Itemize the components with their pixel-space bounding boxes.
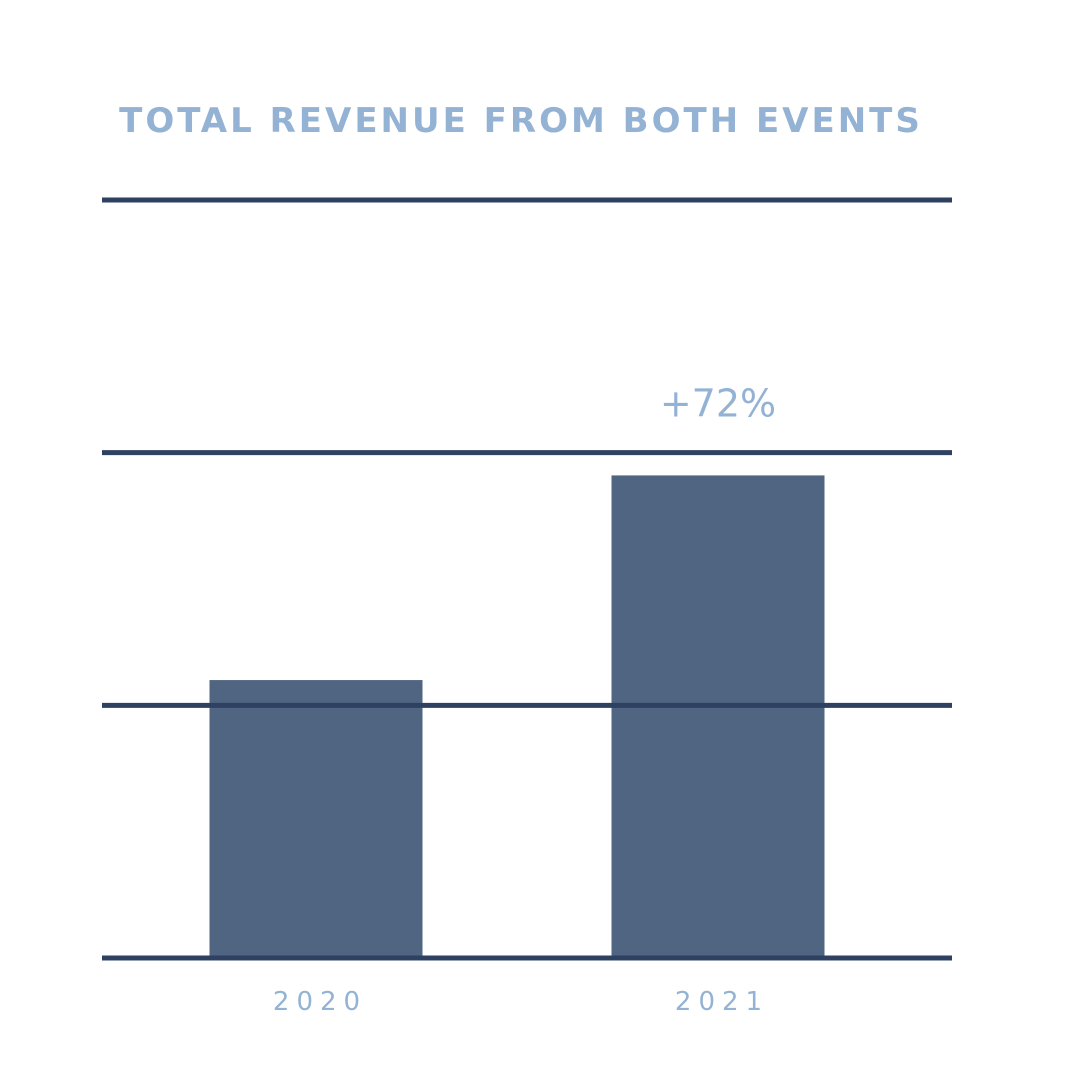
bars-group (209, 475, 825, 958)
x-tick-labels: 2020 2021 (273, 987, 769, 1017)
x-tick-label-2020: 2020 (273, 987, 367, 1017)
bar-2020 (209, 680, 423, 958)
annotations-group: +72% (660, 381, 776, 425)
gridlines-group (102, 197, 952, 961)
chart-title: TOTAL REVENUE FROM BOTH EVENTS (119, 101, 923, 141)
x-tick-label-2021: 2021 (675, 987, 769, 1017)
bar-annotation-2021: +72% (660, 381, 776, 425)
bar-2021 (611, 475, 825, 958)
